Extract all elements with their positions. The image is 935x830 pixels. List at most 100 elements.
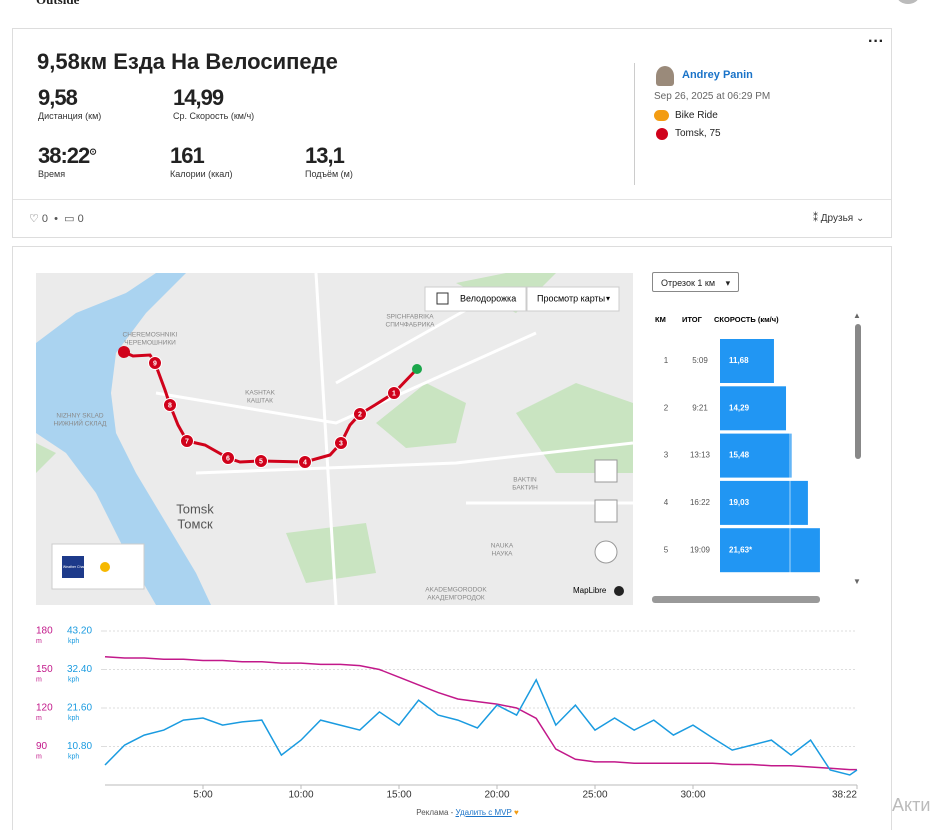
- chart: 90m120m150m180m10.80kph21.60kph32.40kph4…: [36, 626, 858, 801]
- weather-logo: [62, 556, 84, 578]
- x-tick-label: 15:00: [386, 790, 411, 801]
- km-marker-label: 6: [226, 455, 230, 462]
- km: 2: [664, 403, 669, 412]
- speed-label: 11,68: [729, 356, 749, 365]
- sun-icon: [100, 562, 110, 572]
- scroll-arrow[interactable]: ▼: [853, 577, 861, 586]
- km-marker-label: 7: [185, 438, 189, 445]
- scroll-arrow[interactable]: ▲: [853, 311, 861, 320]
- km-marker-label: 9: [153, 360, 157, 367]
- x-tick-label: 10:00: [288, 790, 313, 801]
- watermark: Акти: [892, 795, 931, 815]
- km-marker: [254, 454, 268, 468]
- y-unit: m: [36, 676, 42, 683]
- km-marker-label: 2: [358, 411, 362, 418]
- scrollbar[interactable]: [652, 596, 820, 603]
- map-label: NAUKA: [491, 543, 514, 550]
- map-label: ЧЕРЕМОШНИКИ: [124, 340, 176, 347]
- map-label: BAKTIN: [513, 477, 537, 484]
- y-tick-label: 150: [36, 664, 53, 675]
- map-label: CHEREMOSHNIKI: [123, 332, 178, 339]
- like-button[interactable]: ♡ 0: [29, 213, 49, 225]
- social: ♡ 0 • ▭ 0: [29, 213, 84, 225]
- athlete-name[interactable]: Andrey Panin: [682, 69, 753, 81]
- stat: 14,99 Ср. Скорость (км/ч): [173, 85, 254, 121]
- visibility[interactable]: ⁑ Друзья ⌄: [813, 213, 865, 224]
- km-marker: [334, 436, 348, 450]
- stat-label: Калории (ккал): [170, 169, 233, 179]
- info-icon[interactable]: [614, 586, 624, 596]
- comment-button[interactable]: ▭ 0: [64, 213, 84, 225]
- x-tick-label: 20:00: [484, 790, 509, 801]
- map-label: KASHTAK: [245, 390, 276, 397]
- checkbox[interactable]: [436, 292, 449, 305]
- total-time: 5:09: [692, 356, 708, 365]
- fullscreen-button[interactable]: [594, 459, 618, 483]
- map-label: НИЖНИЙ СКЛАД: [54, 419, 108, 428]
- stat-value: 161: [170, 143, 205, 168]
- km-marker: [163, 398, 177, 412]
- more-menu[interactable]: ···: [868, 33, 884, 50]
- y-tick-label: 180: [36, 626, 53, 637]
- bike-lanes-toggle[interactable]: [424, 286, 527, 312]
- total-time: 16:22: [690, 498, 711, 507]
- divider: [634, 63, 635, 185]
- stat-label: Дистанция (км): [38, 111, 102, 121]
- stat-value: 13,1: [305, 143, 345, 168]
- location-icon: [656, 128, 668, 140]
- divider: [13, 199, 891, 200]
- y2-unit: kph: [68, 676, 79, 683]
- km-marker-label: 3: [339, 440, 343, 447]
- y-tick-label: 120: [36, 703, 53, 714]
- speed-bar: [720, 480, 808, 525]
- km-marker-label: 1: [392, 390, 396, 397]
- y2-tick-label: 10.80: [67, 741, 92, 752]
- km: 3: [664, 451, 669, 460]
- map-label: НАУКА: [492, 551, 514, 558]
- like-count: 0: [41, 213, 49, 225]
- brand[interactable]: Outside: [36, 0, 79, 8]
- weather-widget[interactable]: [51, 543, 145, 590]
- focus-button[interactable]: [594, 499, 618, 523]
- recenter-button[interactable]: [594, 540, 618, 564]
- y2-unit: kph: [68, 753, 79, 760]
- route-end: [118, 346, 130, 358]
- map[interactable]: Велодорожка Просмотр карты ▾ The Weather…: [36, 273, 633, 605]
- stat-value: 9,58: [38, 85, 78, 110]
- map-attribution: MapLibre: [573, 586, 607, 595]
- y2-tick-label: 21.60: [67, 703, 92, 714]
- ad-bar: Реклама - Удалить с MVP ♥: [416, 808, 519, 817]
- y-unit: m: [36, 753, 42, 760]
- split-selector-label: Отрезок 1 км: [661, 278, 716, 288]
- stat-value: 14,99: [173, 85, 224, 110]
- activity-date: Sep 26, 2025 at 06:29 PM: [654, 91, 771, 102]
- bike-lanes-label: Велодорожка: [460, 293, 516, 303]
- y2-tick-label: 32.40: [67, 664, 92, 675]
- map-label: АКАДЕМГОРОДОК: [427, 595, 485, 602]
- y-unit: m: [36, 638, 42, 645]
- split-selector[interactable]: Отрезок 1 км ▾: [652, 272, 739, 292]
- scrollbar[interactable]: [855, 324, 861, 459]
- y2-unit: kph: [68, 638, 79, 645]
- speed-bar: [720, 433, 792, 478]
- series-line: [104, 678, 858, 776]
- y-unit: m: [36, 715, 42, 722]
- remove-ads-link[interactable]: Удалить с MVP: [455, 808, 512, 817]
- map-view-button[interactable]: [526, 286, 620, 312]
- speed-bar: [720, 386, 787, 431]
- total-time: 13:13: [690, 451, 711, 460]
- athlete-avatar[interactable]: [656, 66, 674, 86]
- stat-label: Время: [38, 169, 66, 179]
- ad-label: Реклама -: [416, 808, 454, 817]
- speed-bar: [720, 339, 774, 383]
- y2-tick-label: 43.20: [67, 626, 92, 637]
- river: [36, 273, 211, 605]
- map-label: Томск: [177, 516, 213, 531]
- x-tick-label: 38:22: [832, 790, 857, 801]
- km: 5: [664, 545, 669, 554]
- km: 1: [664, 356, 669, 365]
- km: 4: [664, 498, 669, 507]
- avatar[interactable]: [897, 0, 919, 4]
- weather-brand: The Weather Channel: [56, 565, 90, 569]
